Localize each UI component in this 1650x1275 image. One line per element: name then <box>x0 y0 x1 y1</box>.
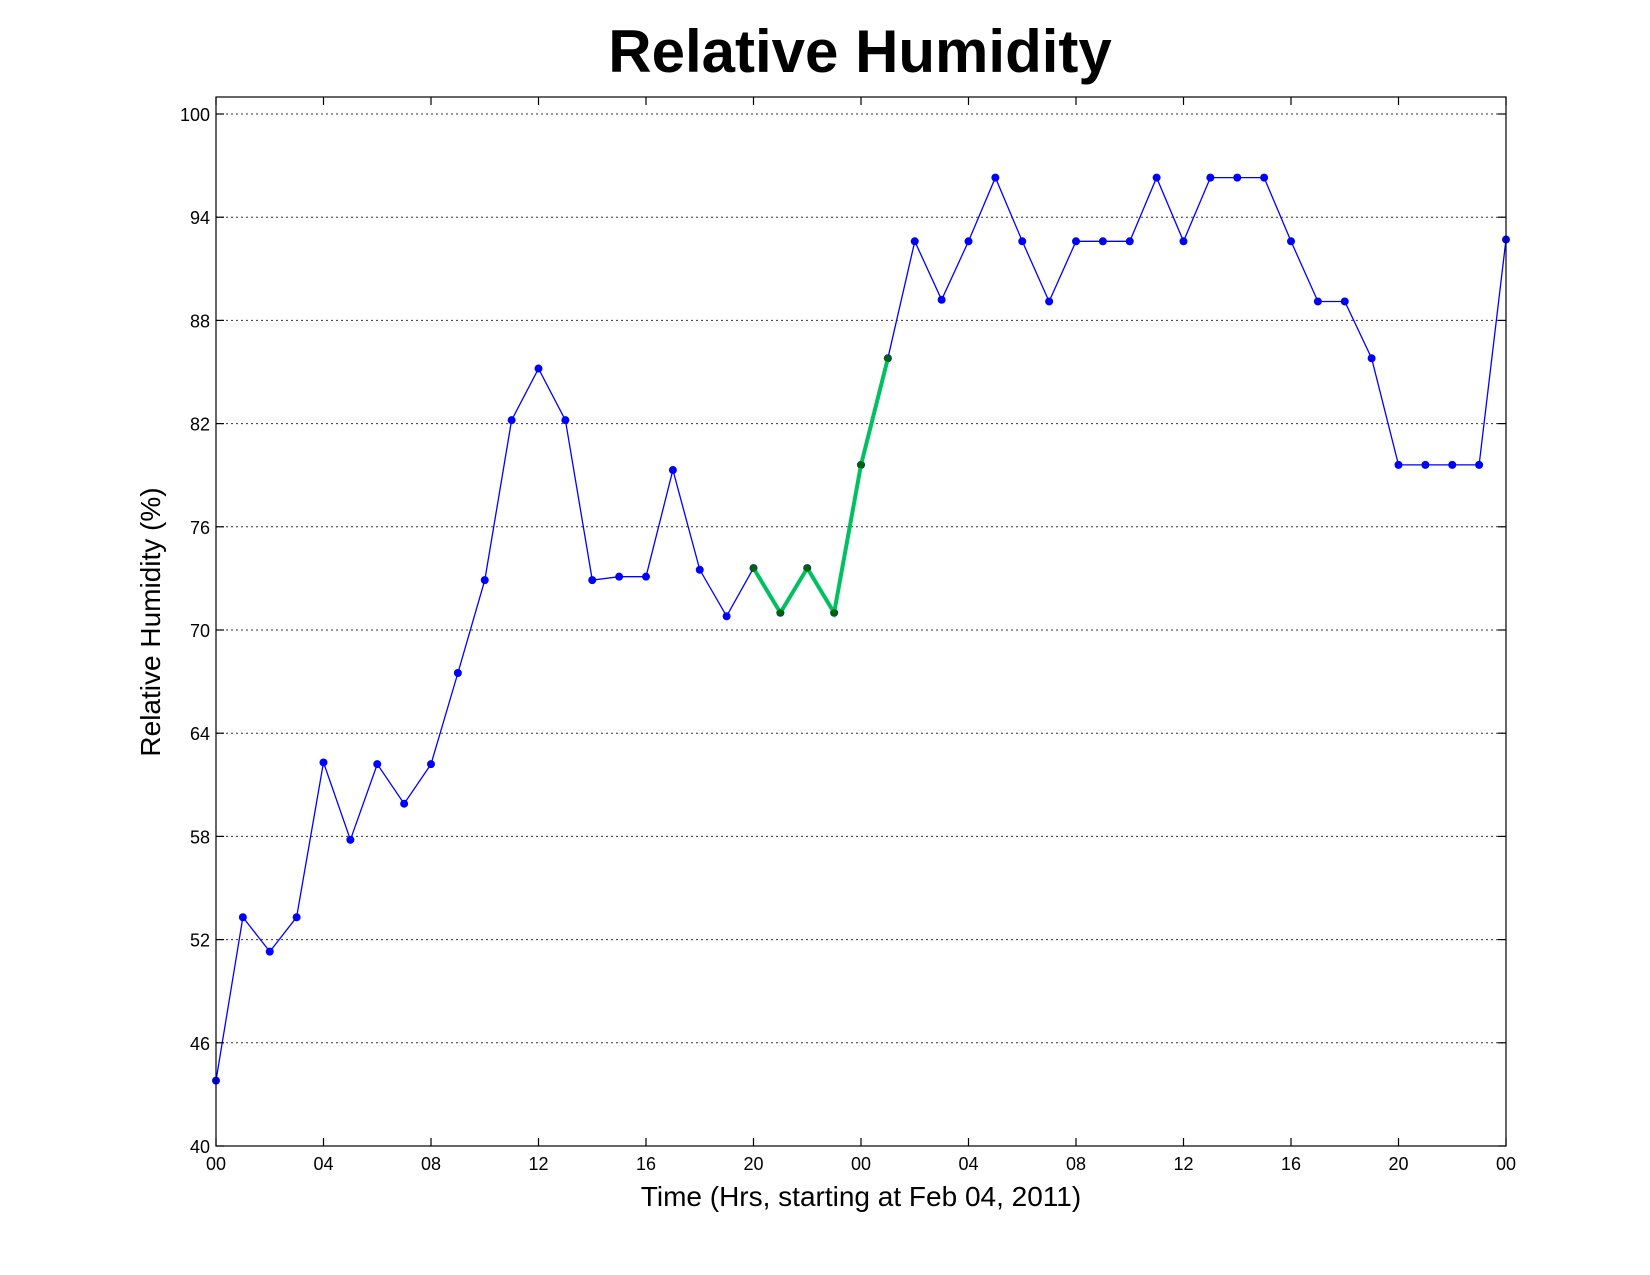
humidity-data-point <box>910 237 919 246</box>
humidity-data-point <box>373 760 382 769</box>
y-tick-label: 76 <box>190 518 210 538</box>
x-tick-label: 08 <box>1066 1154 1086 1174</box>
x-tick-label: 00 <box>851 1154 871 1174</box>
x-axis-label: Time (Hrs, starting at Feb 04, 2011) <box>641 1181 1081 1212</box>
humidity-data-point <box>668 466 677 475</box>
y-tick-label: 64 <box>190 724 210 744</box>
humidity-data-point <box>1098 237 1107 246</box>
plot-frame <box>215 96 1507 1147</box>
humidity-data-point <box>1206 173 1215 182</box>
y-tick-label: 88 <box>190 311 210 331</box>
humidity-data-point <box>534 364 543 373</box>
humidity-data-point <box>561 416 570 425</box>
humidity-data-point <box>319 758 328 767</box>
humidity-data-point <box>507 416 516 425</box>
y-axis-label: Relative Humidity (%) <box>135 487 166 756</box>
x-tick-label: 04 <box>958 1154 978 1174</box>
humidity-data-point <box>1260 173 1269 182</box>
highlight-data-point <box>803 564 811 572</box>
humidity-data-point <box>346 835 355 844</box>
x-tick-label: 00 <box>1496 1154 1516 1174</box>
y-tick-label: 70 <box>190 621 210 641</box>
y-tick-labels: 40 46 52 58 64 70 76 82 88 94 100 <box>180 105 210 1157</box>
humidity-data-point <box>1125 237 1134 246</box>
y-tick-label: 40 <box>190 1137 210 1157</box>
y-tick-label: 100 <box>180 105 210 125</box>
humidity-data-point <box>615 572 624 581</box>
humidity-series-line <box>215 175 1507 1081</box>
humidity-data-point <box>453 669 462 677</box>
y-tick-label: 58 <box>190 827 210 847</box>
y-tick-label: 82 <box>190 415 210 435</box>
humidity-data-point <box>265 947 274 956</box>
humidity-data-point <box>1179 237 1188 246</box>
x-tick-label: 08 <box>421 1154 441 1174</box>
highlight-data-point <box>830 609 838 617</box>
x-tick-label: 20 <box>1388 1154 1408 1174</box>
humidity-data-point <box>964 237 973 246</box>
humidity-data-point <box>1394 460 1403 469</box>
x-tick-label: 16 <box>636 1154 656 1174</box>
highlight-data-point <box>749 564 758 572</box>
y-tick-label: 52 <box>190 931 210 951</box>
humidity-data-point <box>1313 297 1322 306</box>
x-tick-label: 04 <box>313 1154 333 1174</box>
y-tick-label: 46 <box>190 1034 210 1054</box>
x-tick-label: 12 <box>1173 1154 1193 1174</box>
series-layer <box>212 173 1510 1085</box>
x-tick-label: 20 <box>743 1154 763 1174</box>
highlight-data-point <box>884 354 892 362</box>
x-tick-label: 00 <box>206 1154 226 1174</box>
humidity-data-point <box>588 576 597 585</box>
humidity-data-point <box>1072 237 1080 246</box>
humidity-data-point <box>1421 460 1430 469</box>
humidity-data-point <box>1018 237 1027 246</box>
x-tick-labels: 00 04 08 12 16 20 00 04 08 12 16 20 00 <box>206 1154 1516 1174</box>
humidity-data-point <box>1045 297 1054 306</box>
humidity-data-point <box>427 760 435 769</box>
grid-lines <box>216 113 1506 1044</box>
x-tick-label: 16 <box>1281 1154 1301 1174</box>
highlight-data-point <box>857 461 865 469</box>
humidity-data-point <box>1233 173 1242 182</box>
chart-title: Relative Humidity <box>608 18 1112 85</box>
y-tick-label: 94 <box>190 208 210 228</box>
x-tick-label: 12 <box>528 1154 548 1174</box>
highlight-series-line <box>751 357 890 619</box>
humidity-data-point <box>937 295 946 304</box>
humidity-data-point <box>1152 173 1161 182</box>
humidity-data-point <box>238 913 247 922</box>
humidity-data-point <box>991 173 1000 182</box>
humidity-data-point <box>480 576 489 585</box>
tick-marks <box>215 97 1507 1147</box>
humidity-data-point <box>695 565 704 574</box>
humidity-data-point <box>642 572 650 581</box>
humidity-data-point <box>400 799 409 808</box>
humidity-data-point <box>1340 297 1349 306</box>
humidity-data-point <box>1287 237 1295 246</box>
humidity-data-point <box>1448 460 1457 469</box>
humidity-data-point <box>1367 354 1376 363</box>
humidity-data-point <box>722 612 731 621</box>
humidity-data-point <box>1475 460 1484 469</box>
humidity-data-point <box>292 913 301 922</box>
highlight-data-point <box>776 609 784 617</box>
